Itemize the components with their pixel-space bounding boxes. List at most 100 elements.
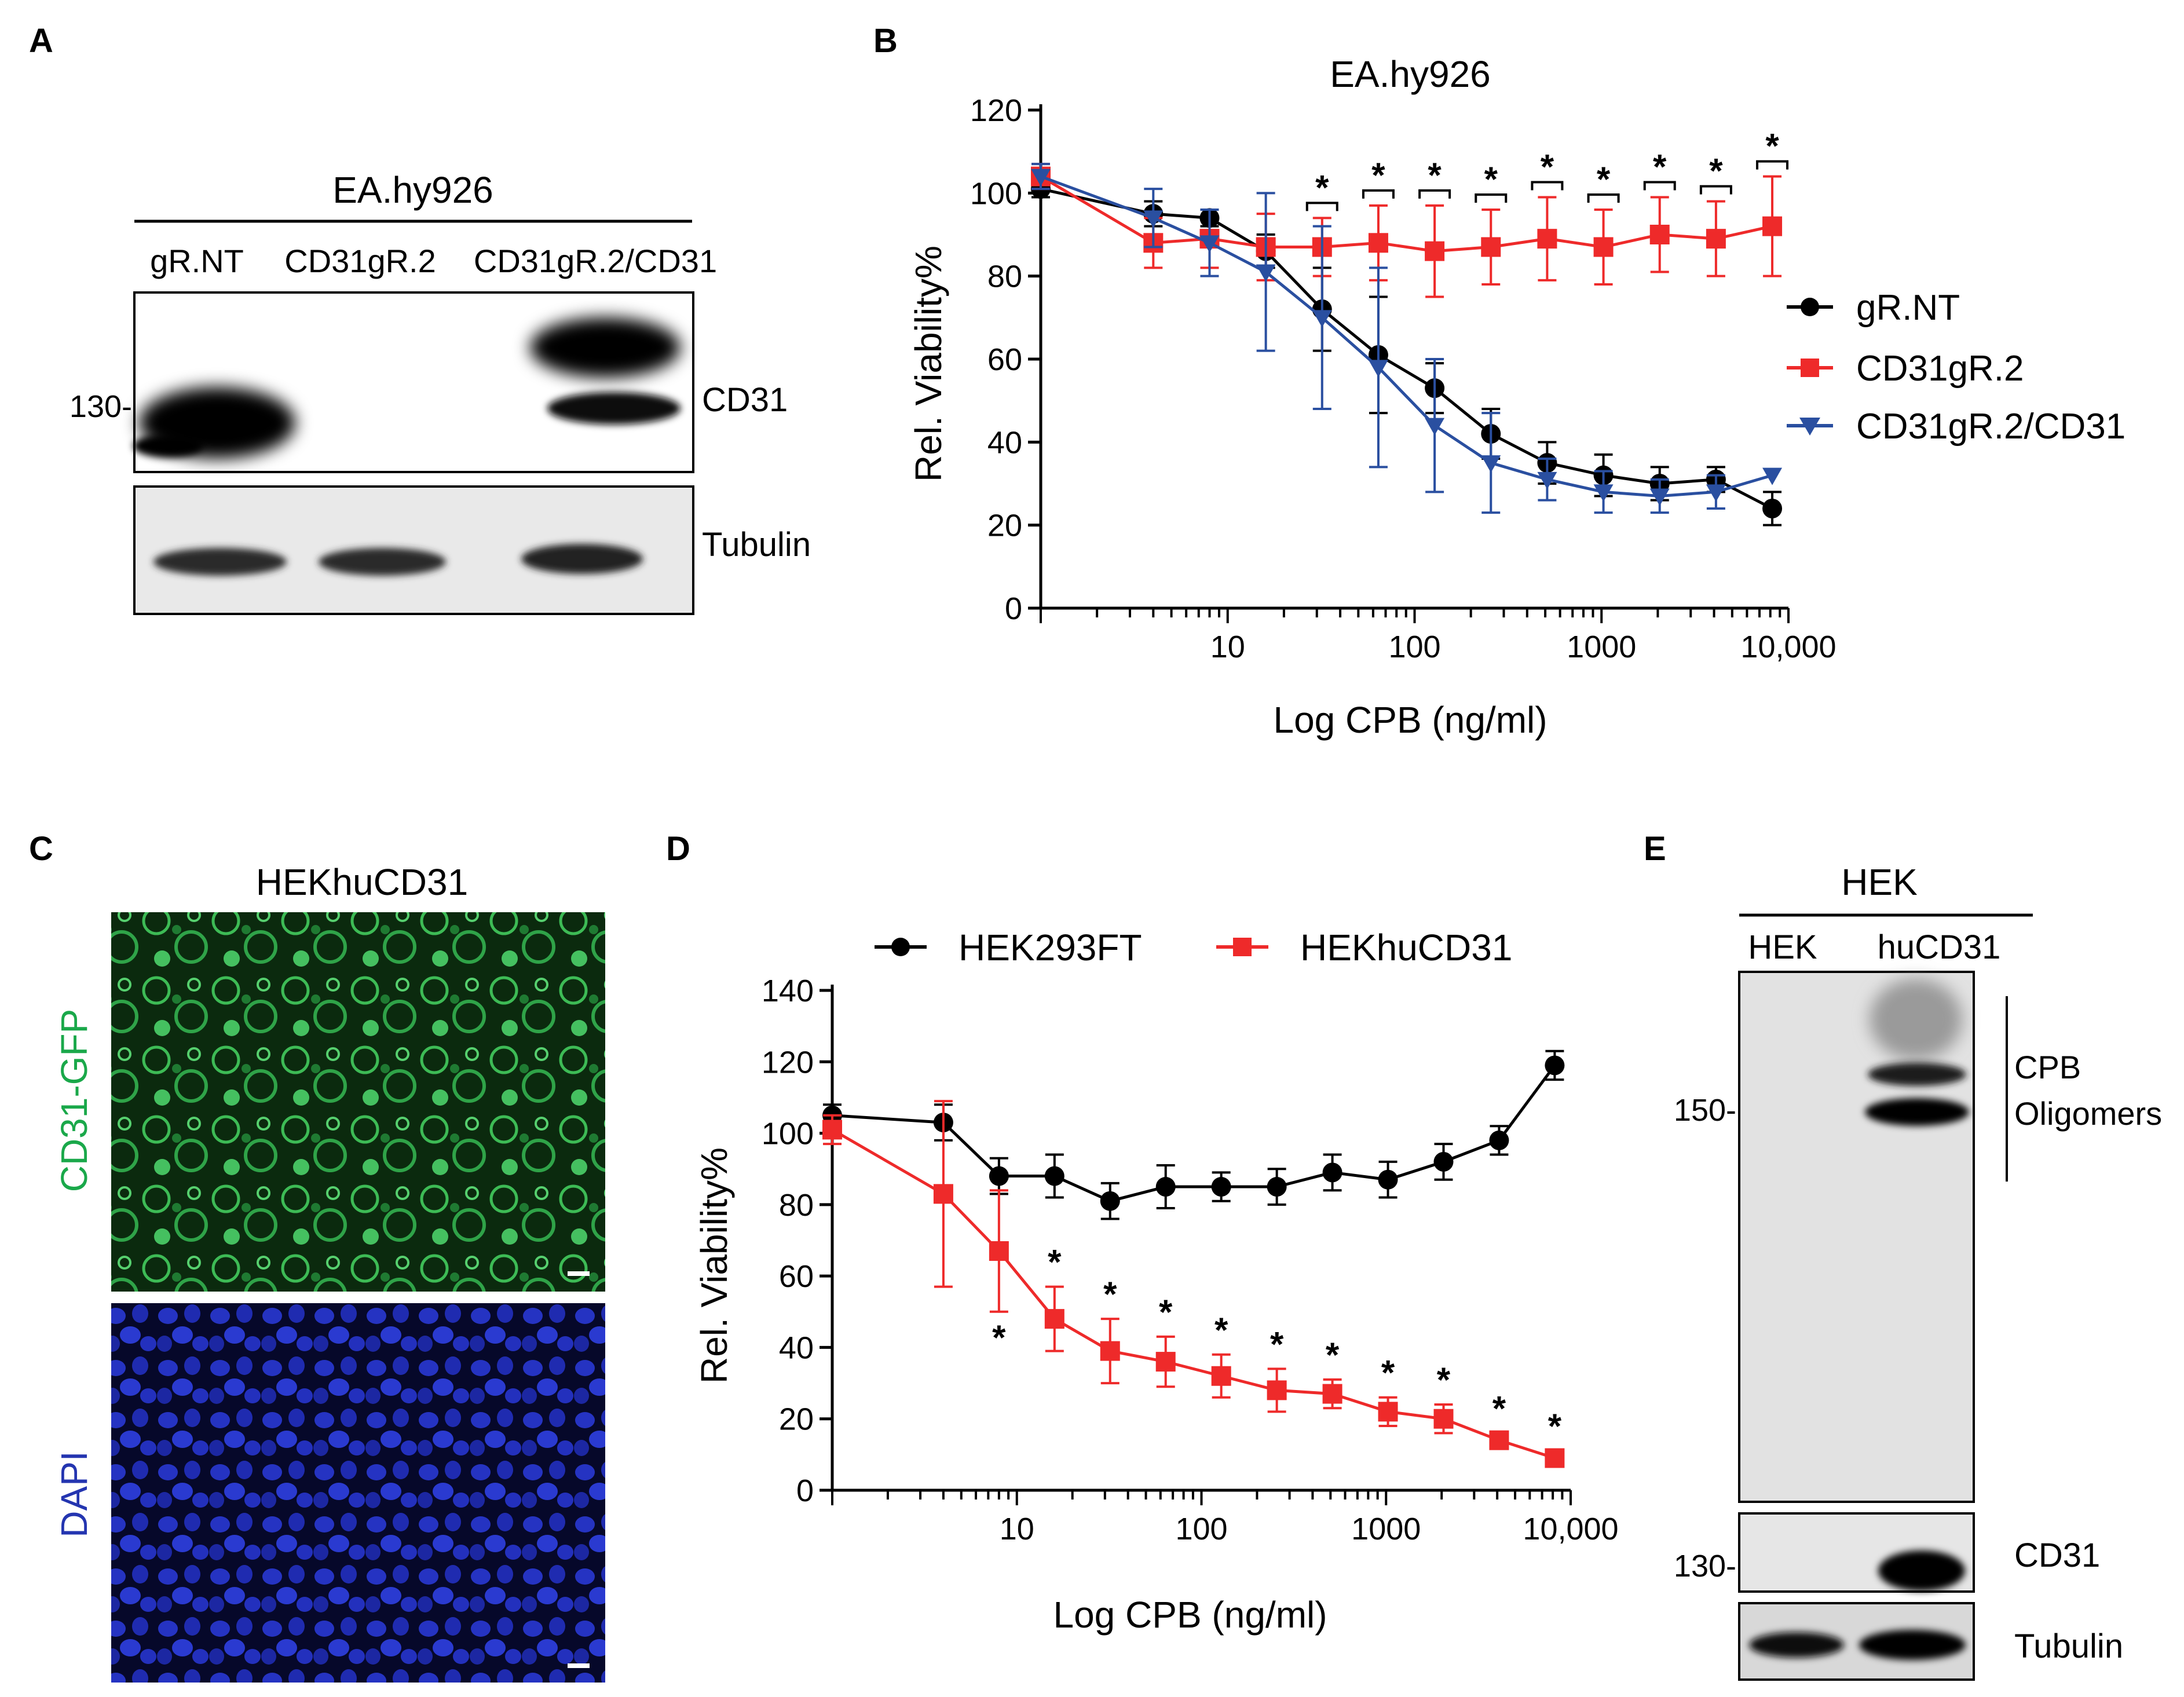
data-point — [1762, 499, 1783, 518]
data-point — [933, 1184, 953, 1204]
panel-a-letter: A — [29, 22, 53, 60]
y-tick-label: 120 — [970, 93, 1022, 128]
sig-star: * — [1492, 1389, 1506, 1428]
svg-text:CD31gR.2/CD31: CD31gR.2/CD31 — [1856, 407, 2126, 447]
y-tick-label: 20 — [779, 1402, 814, 1437]
gfp-scale-bar — [568, 1271, 590, 1276]
panel-d-letter: D — [666, 830, 690, 868]
x-tick-label: 100 — [1388, 630, 1440, 664]
panel-e-blot-oligomers — [1738, 971, 1975, 1503]
panel-a-lane-1: gR.NT — [150, 243, 244, 279]
panel-e-oligomer-label-1: CPB — [2014, 1049, 2081, 1085]
svg-text:HEKhuCD31: HEKhuCD31 — [1300, 927, 1512, 968]
series-cd31gr-2-cd31 — [1031, 163, 1783, 514]
sig-star: * — [992, 1318, 1006, 1357]
data-point — [822, 1120, 842, 1140]
data-point — [989, 1241, 1009, 1261]
panel-b-xlabel: Log CPB (ng/ml) — [1273, 699, 1547, 741]
data-point — [1256, 264, 1276, 282]
panel-d-xlabel: Log CPB (ng/ml) — [1053, 1594, 1327, 1636]
x-tick-label: 10 — [1000, 1512, 1034, 1546]
data-point — [1706, 484, 1726, 502]
data-point — [1481, 455, 1501, 473]
panel-b: B EA.hy926 0 20 40 60 80 100 120 10 100 1000 10,00… — [873, 22, 2126, 741]
data-point — [1312, 310, 1332, 328]
sig-star: * — [1437, 1360, 1451, 1399]
data-point — [1649, 488, 1670, 506]
series-cd31gr-2 — [1031, 163, 1783, 298]
dapi-scale-bar — [568, 1663, 590, 1668]
data-point — [1100, 1191, 1120, 1211]
legend-cd31gr-2-cd31: CD31gR.2/CD31 — [1787, 407, 2126, 447]
legend-cd31gr-2: CD31gR.2 — [1787, 349, 2024, 389]
significance-marks: * * * * * * * * * — [1305, 127, 1789, 211]
data-point — [1031, 169, 1051, 186]
y-tick-label: 60 — [779, 1259, 814, 1294]
y-tick-label: 0 — [796, 1473, 814, 1508]
panel-b-ylabel: Rel. Viability% — [908, 246, 949, 482]
y-tick-label: 60 — [987, 342, 1022, 377]
data-point — [1545, 1055, 1565, 1076]
sig-star: * — [1484, 160, 1498, 199]
data-point — [1649, 225, 1670, 244]
data-point — [1593, 237, 1614, 257]
panel-a-tubulin-bands — [153, 544, 643, 576]
sig-star: * — [1541, 148, 1554, 186]
panel-a-cd31-bands — [133, 317, 681, 459]
sig-bracket — [1643, 181, 1676, 191]
sig-bracket — [1699, 185, 1732, 195]
x-tick-label: 10 — [1210, 630, 1245, 664]
y-tick-label: 40 — [987, 425, 1022, 460]
sig-star: * — [1315, 168, 1329, 207]
panel-e-oligomer-label-2: Oligomers — [2014, 1095, 2162, 1132]
panel-e-marker-top: 150- — [1674, 1093, 1736, 1128]
data-point — [1044, 1166, 1064, 1186]
data-point — [1155, 1177, 1176, 1197]
sig-star: * — [1765, 127, 1779, 166]
data-point — [1143, 210, 1164, 228]
svg-text:HEK293FT: HEK293FT — [959, 927, 1142, 968]
legend-hek293ft: HEK293FT — [875, 927, 1142, 968]
sig-bracket — [1756, 160, 1789, 170]
panel-e-oligomer-bands — [1865, 979, 1969, 1126]
data-point — [1044, 1309, 1064, 1329]
panel-c-top-label: CD31-GFP — [53, 1009, 95, 1193]
panel-e-blot-label-cd31: CD31 — [2014, 1537, 2100, 1574]
panel-e-group: HEK — [1841, 861, 1918, 903]
series-line — [1040, 175, 1773, 498]
sig-star: * — [1214, 1311, 1228, 1349]
panel-b-letter: B — [873, 22, 898, 60]
sig-star: * — [1428, 156, 1442, 195]
data-point — [1545, 1448, 1565, 1468]
panel-d: D HEK293FT HEKhuCD31 0 20 40 60 80 100 120 140 1… — [666, 830, 1619, 1636]
sig-star: * — [1381, 1354, 1395, 1392]
y-tick-label: 40 — [779, 1330, 814, 1365]
legend-hekhucd31: HEKhuCD31 — [1216, 927, 1512, 968]
panel-a-blot-label-tubulin: Tubulin — [702, 526, 811, 564]
y-tick-label: 80 — [779, 1188, 814, 1223]
panel-b-legend: gR.NT CD31gR.2 CD31gR.2/CD31 — [1787, 288, 2126, 447]
sig-bracket — [1362, 189, 1395, 199]
data-point — [1199, 235, 1220, 253]
data-point — [1378, 1402, 1398, 1422]
panel-e-marker-bottom: 130- — [1674, 1549, 1736, 1583]
panel-c: C HEKhuCD31 CD31-GFP DAPI — [29, 830, 605, 1683]
sig-star: * — [1326, 1336, 1340, 1374]
series-hek293ft — [822, 1049, 1565, 1220]
data-point — [1267, 1380, 1287, 1400]
svg-text:gR.NT: gR.NT — [1856, 288, 1960, 328]
data-point — [1537, 229, 1557, 249]
sig-star: * — [1103, 1275, 1117, 1314]
data-point — [1211, 1177, 1231, 1197]
data-point — [1762, 216, 1783, 236]
y-tick-label: 100 — [970, 176, 1022, 211]
data-point — [1100, 1341, 1120, 1361]
y-tick-label: 120 — [762, 1045, 814, 1080]
sig-star: * — [1159, 1293, 1173, 1332]
sig-star: * — [1048, 1243, 1062, 1282]
data-point — [1489, 1130, 1509, 1150]
sig-star: * — [1270, 1325, 1284, 1363]
panel-c-title: HEKhuCD31 — [256, 861, 468, 903]
panel-b-title: EA.hy926 — [1330, 53, 1491, 95]
